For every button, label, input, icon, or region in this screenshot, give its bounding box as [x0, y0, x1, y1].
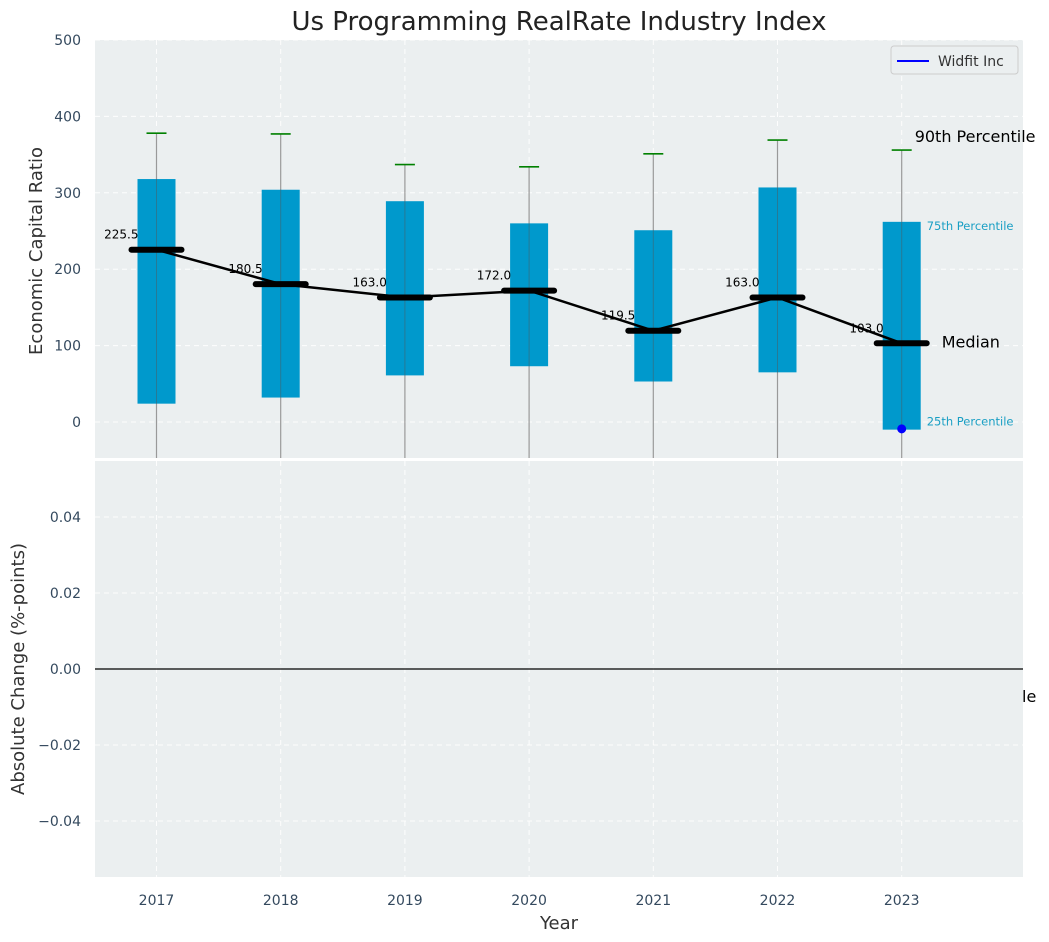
p25-annotation: 25th Percentile: [927, 415, 1014, 429]
x-tick-label: 2020: [511, 893, 547, 909]
clipped-annotation: le: [1022, 687, 1036, 706]
bottom-y-tick-label: 0.04: [50, 510, 81, 526]
bottom-y-tick-label: 0.00: [50, 662, 81, 678]
median-value-label: 180.5: [228, 262, 262, 276]
median-value-label: 225.5: [104, 228, 138, 242]
iqr-box: [261, 189, 300, 398]
median-value-label: 163.0: [353, 275, 387, 289]
top-y-tick-label: 100: [54, 339, 81, 355]
p90-annotation: 90th Percentile: [915, 127, 1036, 146]
iqr-box: [634, 230, 673, 382]
x-tick-label: 2022: [760, 893, 796, 909]
bottom-y-tick-label: −0.02: [38, 738, 81, 754]
top-y-tick-label: 500: [54, 33, 81, 49]
bottom-y-axis-title: Absolute Change (%-points): [8, 543, 29, 795]
legend-label: Widfit Inc: [938, 54, 1004, 70]
top-y-tick-label: 300: [54, 186, 81, 202]
bottom-y-tick-label: 0.02: [50, 586, 81, 602]
x-tick-label: 2021: [635, 893, 671, 909]
x-tick-label: 2018: [263, 893, 299, 909]
iqr-box: [385, 201, 424, 376]
x-tick-label: 2017: [139, 893, 175, 909]
median-value-label: 163.0: [725, 275, 759, 289]
iqr-box: [882, 221, 921, 430]
bottom-y-tick-label: −0.04: [38, 814, 81, 830]
p75-annotation: 75th Percentile: [927, 219, 1014, 233]
x-tick-label: 2023: [884, 893, 920, 909]
iqr-box: [758, 187, 797, 373]
chart-title: Us Programming RealRate Industry Index: [291, 7, 826, 37]
x-tick-label: 2019: [387, 893, 423, 909]
median-value-label: 103.0: [849, 321, 883, 335]
top-y-axis-title: Economic Capital Ratio: [26, 147, 47, 355]
top-y-tick-label: 200: [54, 262, 81, 278]
median-value-label: 172.0: [477, 269, 511, 283]
legend-box: [890, 45, 1019, 75]
company-point: [897, 424, 907, 434]
top-y-tick-label: 400: [54, 109, 81, 125]
median-annotation: Median: [942, 332, 1000, 351]
top-y-tick-label: 0: [72, 415, 81, 431]
median-value-label: 119.5: [601, 309, 635, 323]
iqr-box: [137, 179, 176, 404]
top-panel-background: [95, 40, 1023, 458]
x-axis-title: Year: [539, 913, 579, 934]
legend: Widfit Inc: [890, 45, 1019, 75]
